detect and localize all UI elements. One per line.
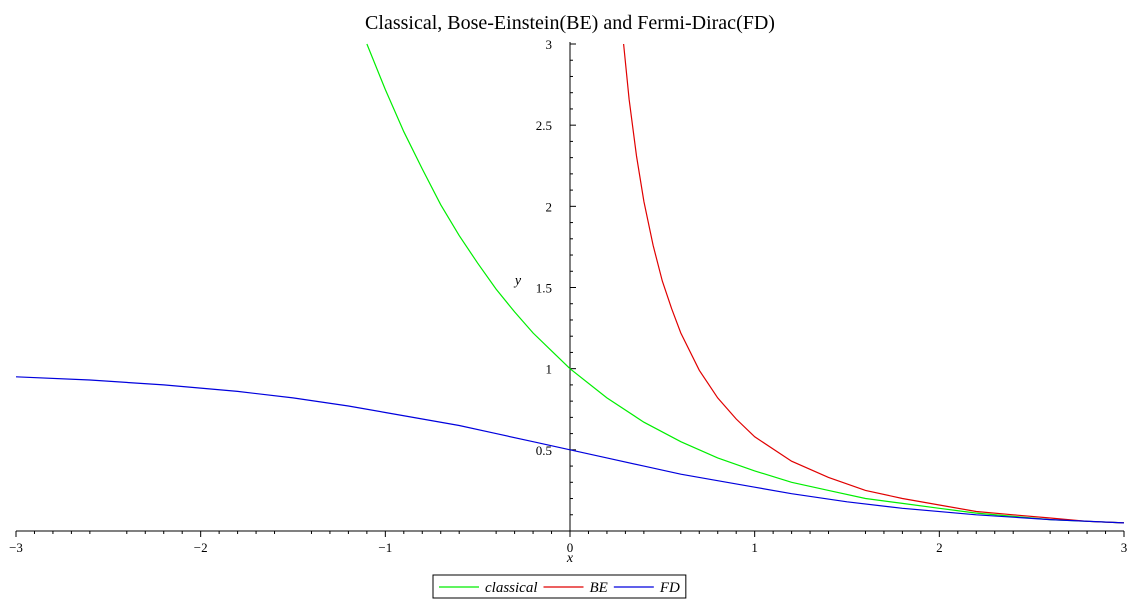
x-tick-label: 0 bbox=[567, 540, 574, 555]
chart-title: Classical, Bose-Einstein(BE) and Fermi-D… bbox=[365, 12, 775, 34]
y-tick-label: 2.5 bbox=[536, 118, 552, 133]
series-line-fd bbox=[15, 376, 1125, 524]
x-tick-label: 2 bbox=[936, 540, 943, 555]
y-tick-label: 3 bbox=[546, 37, 553, 52]
series-line-be bbox=[623, 43, 1125, 524]
minor-ticks bbox=[33, 59, 1107, 534]
legend-items: classical BE FD bbox=[439, 580, 680, 596]
x-tick-label: −3 bbox=[9, 540, 23, 555]
x-tick-label: −1 bbox=[378, 540, 392, 555]
legend-label-be: BE bbox=[590, 580, 608, 596]
y-tick-label: 0.5 bbox=[536, 443, 552, 458]
x-ticks: −3 −2 −1 0 1 2 3 bbox=[9, 531, 1127, 555]
legend-label-fd: FD bbox=[659, 580, 680, 596]
y-tick-label: 1.5 bbox=[536, 281, 552, 296]
legend-label-classical: classical bbox=[485, 580, 538, 596]
series-line-classical bbox=[366, 43, 1125, 524]
y-ticks: 0.5 1 1.5 2 2.5 3 bbox=[536, 37, 576, 458]
x-tick-label: 1 bbox=[751, 540, 758, 555]
y-tick-label: 1 bbox=[546, 362, 553, 377]
x-tick-label: 3 bbox=[1121, 540, 1127, 555]
y-axis-label: y bbox=[513, 273, 522, 288]
x-axis-label: x bbox=[566, 551, 574, 566]
y-tick-label: 2 bbox=[546, 199, 553, 214]
series-layer bbox=[15, 43, 1125, 524]
legend: classical BE FD bbox=[432, 574, 687, 599]
x-tick-label: −2 bbox=[194, 540, 208, 555]
